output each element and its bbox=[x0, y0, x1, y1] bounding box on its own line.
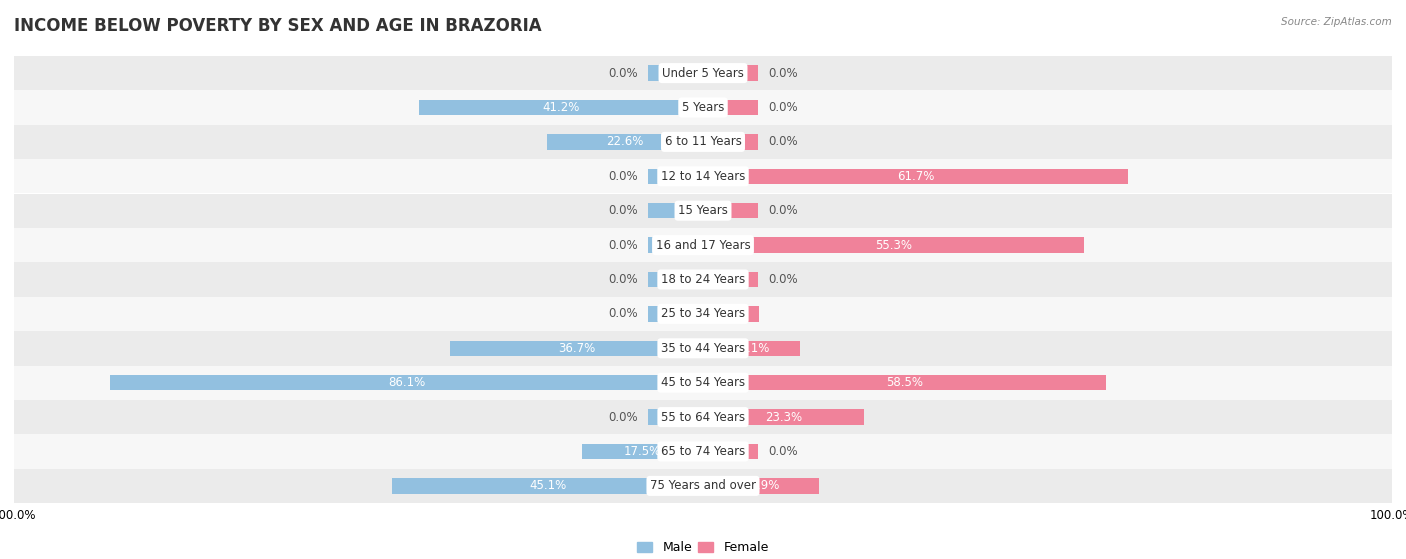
Bar bbox=[703, 409, 863, 425]
Bar bbox=[703, 375, 1107, 390]
Bar bbox=[14, 400, 1392, 434]
Text: 36.7%: 36.7% bbox=[558, 342, 595, 355]
Bar bbox=[648, 169, 703, 184]
Bar bbox=[450, 340, 703, 356]
Bar bbox=[703, 340, 800, 356]
Bar bbox=[703, 65, 758, 81]
Bar bbox=[703, 169, 1128, 184]
Bar bbox=[547, 134, 703, 150]
Text: INCOME BELOW POVERTY BY SEX AND AGE IN BRAZORIA: INCOME BELOW POVERTY BY SEX AND AGE IN B… bbox=[14, 17, 541, 35]
Bar bbox=[703, 306, 759, 321]
Bar bbox=[14, 297, 1392, 331]
Bar bbox=[703, 100, 758, 115]
Bar bbox=[582, 444, 703, 459]
Bar bbox=[703, 134, 758, 150]
Text: 0.0%: 0.0% bbox=[769, 67, 799, 79]
Legend: Male, Female: Male, Female bbox=[633, 537, 773, 559]
Text: Source: ZipAtlas.com: Source: ZipAtlas.com bbox=[1281, 17, 1392, 27]
Bar bbox=[14, 434, 1392, 468]
Text: 0.0%: 0.0% bbox=[607, 204, 637, 217]
Text: 15 Years: 15 Years bbox=[678, 204, 728, 217]
Text: 0.0%: 0.0% bbox=[769, 204, 799, 217]
Text: 16 and 17 Years: 16 and 17 Years bbox=[655, 239, 751, 252]
Text: 16.9%: 16.9% bbox=[742, 480, 780, 492]
Bar bbox=[14, 228, 1392, 262]
Bar bbox=[110, 375, 703, 390]
Text: 41.2%: 41.2% bbox=[543, 101, 579, 114]
Text: 8.1%: 8.1% bbox=[716, 307, 745, 320]
Text: 0.0%: 0.0% bbox=[769, 101, 799, 114]
Text: 12 to 14 Years: 12 to 14 Years bbox=[661, 170, 745, 183]
Bar bbox=[14, 193, 1392, 228]
Bar bbox=[703, 203, 758, 219]
Text: 55 to 64 Years: 55 to 64 Years bbox=[661, 411, 745, 424]
Text: 0.0%: 0.0% bbox=[769, 273, 799, 286]
Bar bbox=[14, 56, 1392, 91]
Bar bbox=[648, 65, 703, 81]
Text: 0.0%: 0.0% bbox=[607, 170, 637, 183]
Text: 23.3%: 23.3% bbox=[765, 411, 801, 424]
Text: 0.0%: 0.0% bbox=[769, 445, 799, 458]
Text: 18 to 24 Years: 18 to 24 Years bbox=[661, 273, 745, 286]
Bar bbox=[703, 272, 758, 287]
Text: 35 to 44 Years: 35 to 44 Years bbox=[661, 342, 745, 355]
Text: Under 5 Years: Under 5 Years bbox=[662, 67, 744, 79]
Text: 45 to 54 Years: 45 to 54 Years bbox=[661, 376, 745, 389]
Text: 0.0%: 0.0% bbox=[607, 67, 637, 79]
Bar bbox=[419, 100, 703, 115]
Text: 61.7%: 61.7% bbox=[897, 170, 934, 183]
Bar bbox=[14, 262, 1392, 297]
Bar bbox=[703, 478, 820, 494]
Text: 0.0%: 0.0% bbox=[769, 135, 799, 148]
Bar bbox=[14, 331, 1392, 366]
Text: 58.5%: 58.5% bbox=[886, 376, 922, 389]
Text: 0.0%: 0.0% bbox=[607, 239, 637, 252]
Text: 45.1%: 45.1% bbox=[529, 480, 567, 492]
Text: 0.0%: 0.0% bbox=[607, 411, 637, 424]
Text: 17.5%: 17.5% bbox=[624, 445, 661, 458]
Text: 0.0%: 0.0% bbox=[607, 307, 637, 320]
Text: 22.6%: 22.6% bbox=[606, 135, 644, 148]
Text: 5 Years: 5 Years bbox=[682, 101, 724, 114]
Bar bbox=[14, 159, 1392, 193]
Bar bbox=[392, 478, 703, 494]
Bar bbox=[648, 306, 703, 321]
Bar bbox=[648, 203, 703, 219]
Bar bbox=[703, 238, 1084, 253]
Bar bbox=[648, 409, 703, 425]
Text: 0.0%: 0.0% bbox=[607, 273, 637, 286]
Text: 25 to 34 Years: 25 to 34 Years bbox=[661, 307, 745, 320]
Bar bbox=[648, 272, 703, 287]
Text: 55.3%: 55.3% bbox=[875, 239, 912, 252]
Bar bbox=[14, 125, 1392, 159]
Bar bbox=[14, 366, 1392, 400]
Bar bbox=[703, 444, 758, 459]
Text: 86.1%: 86.1% bbox=[388, 376, 425, 389]
Bar bbox=[14, 91, 1392, 125]
Text: 6 to 11 Years: 6 to 11 Years bbox=[665, 135, 741, 148]
Bar bbox=[14, 468, 1392, 503]
Text: 75 Years and over: 75 Years and over bbox=[650, 480, 756, 492]
Text: 65 to 74 Years: 65 to 74 Years bbox=[661, 445, 745, 458]
Bar bbox=[648, 238, 703, 253]
Text: 14.1%: 14.1% bbox=[733, 342, 770, 355]
